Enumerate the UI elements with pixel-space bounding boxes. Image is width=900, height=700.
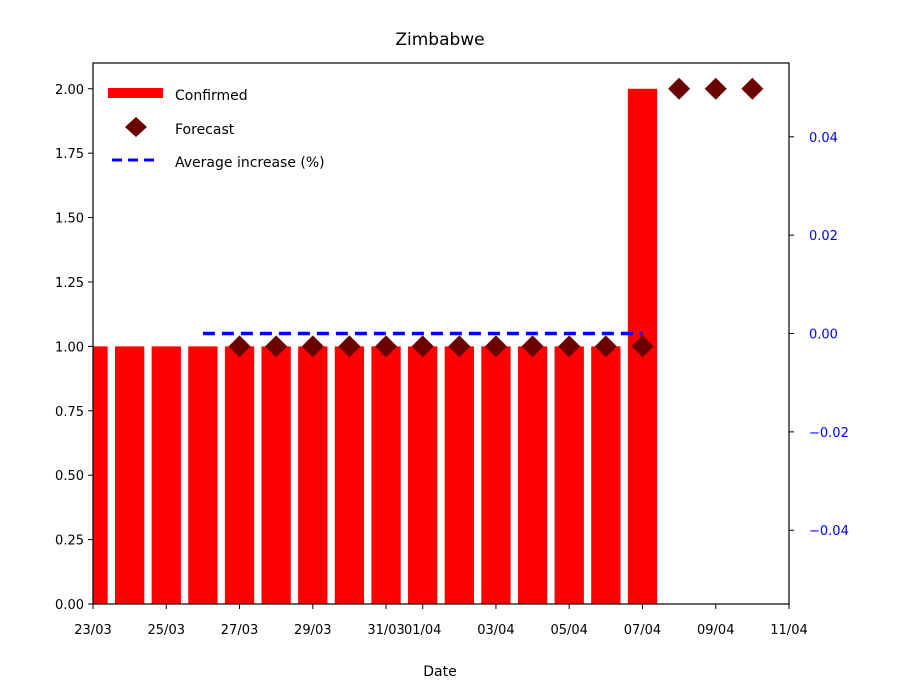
bar-confirmed (224, 346, 255, 604)
forecast-point (448, 335, 471, 358)
y-tick-label: 1.50 (55, 212, 84, 227)
bar-confirmed (114, 346, 145, 604)
y-tick-label: 1.00 (55, 340, 84, 355)
forecast-point (594, 335, 617, 358)
legend: Confirmed Forecast Average increase (%) (108, 88, 325, 171)
legend-forecast-label: Forecast (175, 122, 235, 138)
forecast-point (411, 335, 434, 358)
forecast-point (265, 335, 288, 358)
bar-confirmed (298, 346, 328, 604)
y-axis-right: −0.04 −0.02 0.00 0.02 0.04 (789, 131, 849, 539)
bar-confirmed (517, 346, 548, 604)
y2-tick-label: 0.02 (809, 229, 838, 244)
x-tick-label: 03/04 (477, 623, 514, 638)
bar-confirmed (371, 346, 401, 604)
bar-confirmed (554, 346, 584, 604)
y2-tick-label: −0.04 (809, 524, 849, 539)
y-tick-label: 0.75 (55, 405, 84, 420)
y-axis-left: 0.00 0.25 0.50 0.75 1.00 1.25 1.50 1.75 2.00 (55, 83, 93, 613)
x-tick-label: 01/04 (404, 623, 441, 638)
x-axis-label: Date (423, 664, 456, 680)
legend-confirmed-swatch (108, 88, 163, 98)
y-tick-label: 0.25 (55, 534, 84, 549)
bar-confirmed (93, 346, 108, 604)
forecast-point (704, 77, 727, 100)
bar-confirmed (408, 346, 438, 604)
y-tick-label: 1.25 (55, 276, 84, 291)
bar-confirmed (151, 346, 181, 604)
y2-tick-label: 0.04 (809, 131, 838, 146)
y2-tick-label: 0.00 (809, 328, 838, 343)
forecast-point (521, 335, 544, 358)
chart-title: Zimbabwe (395, 30, 484, 50)
forecast-point (338, 335, 361, 358)
x-tick-label: 27/03 (221, 623, 258, 638)
bar-confirmed (481, 346, 511, 604)
x-tick-label: 07/04 (624, 623, 661, 638)
x-tick-label: 11/04 (770, 623, 807, 638)
forecast-point (484, 335, 507, 358)
x-tick-label: 29/03 (294, 623, 331, 638)
forecast-point (741, 77, 764, 100)
x-tick-label: 31/03 (367, 623, 404, 638)
forecast-point (558, 335, 581, 358)
y-tick-label: 2.00 (55, 83, 84, 98)
forecast-point (301, 335, 324, 358)
legend-forecast-marker (125, 117, 147, 137)
bar-confirmed (444, 346, 474, 604)
forecast-point (228, 335, 251, 358)
legend-average-increase-label: Average increase (%) (175, 155, 325, 171)
forecast-point (375, 335, 398, 358)
y2-tick-label: −0.02 (809, 426, 849, 441)
y-tick-label: 1.75 (55, 147, 84, 162)
x-tick-label: 09/04 (697, 623, 734, 638)
x-tick-label: 23/03 (74, 623, 111, 638)
x-tick-label: 05/04 (550, 623, 587, 638)
forecast-point (668, 77, 691, 100)
bar-confirmed (334, 346, 365, 604)
confirmed-bars (93, 88, 658, 604)
y-tick-label: 0.50 (55, 469, 84, 484)
forecast-point (631, 335, 654, 358)
legend-confirmed-label: Confirmed (175, 88, 248, 104)
forecast-markers (228, 77, 764, 358)
x-axis: 23/03 25/03 27/03 29/03 31/03 01/04 03/04 05/04… (74, 604, 808, 638)
x-tick-label: 25/03 (148, 623, 185, 638)
bar-confirmed (591, 346, 621, 604)
y-tick-label: 0.00 (55, 598, 84, 613)
bar-confirmed (261, 346, 291, 604)
bar-confirmed (188, 346, 218, 604)
